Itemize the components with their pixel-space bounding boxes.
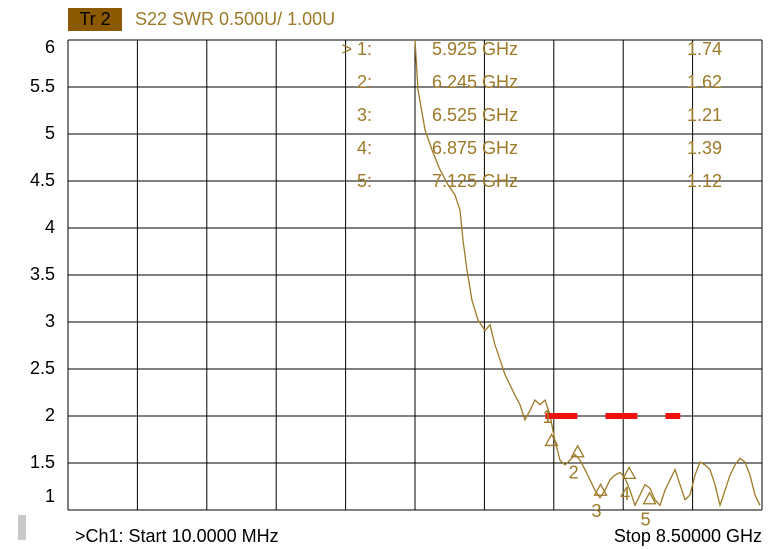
- marker-frequency: 7.125 GHz: [432, 171, 518, 191]
- y-tick-label: 1.5: [30, 452, 55, 472]
- y-tick-label: 4.5: [30, 170, 55, 190]
- marker-name: 4:: [357, 138, 372, 158]
- marker-triangle: [593, 482, 608, 496]
- marker-frequency: 6.875 GHz: [432, 138, 518, 158]
- y-tick-label: 3.5: [30, 264, 55, 284]
- marker-name: 5:: [357, 171, 372, 191]
- marker-triangle: [570, 444, 585, 458]
- y-tick-label: 3: [45, 311, 55, 331]
- stop-label: Stop 8.50000 GHz: [614, 526, 762, 546]
- marker-value: 1.39: [687, 138, 722, 158]
- marker-frequency: 6.245 GHz: [432, 72, 518, 92]
- marker-value: 1.12: [687, 171, 722, 191]
- marker-id: 5: [641, 509, 651, 529]
- chart-title: S22 SWR 0.500U/ 1.00U: [135, 9, 335, 29]
- trace-label: Tr 2: [79, 9, 110, 29]
- y-tick-label: 5: [45, 123, 55, 143]
- marker-id: 4: [620, 484, 630, 504]
- marker-triangle: [642, 491, 657, 505]
- marker-name: > 1:: [341, 39, 372, 59]
- marker-id: 2: [569, 462, 579, 482]
- marker-value: 1.74: [687, 39, 722, 59]
- y-tick-label: 4: [45, 217, 55, 237]
- marker-id: 3: [592, 501, 602, 521]
- y-tick-label: 2: [45, 405, 55, 425]
- side-bar: [18, 515, 26, 540]
- y-tick-label: 2.5: [30, 358, 55, 378]
- marker-value: 1.21: [687, 105, 722, 125]
- marker-name: 3:: [357, 105, 372, 125]
- marker-triangle: [544, 433, 559, 447]
- marker-triangle: [622, 465, 637, 479]
- marker-id: 1: [543, 407, 553, 427]
- start-label: >Ch1: Start 10.0000 MHz: [75, 526, 279, 546]
- marker-value: 1.62: [687, 72, 722, 92]
- y-tick-label: 5.5: [30, 76, 55, 96]
- trace-badge: [68, 8, 122, 31]
- y-tick-label: 1: [45, 486, 55, 506]
- trace: [414, 39, 761, 508]
- marker-frequency: 5.925 GHz: [432, 39, 518, 59]
- marker-name: 2:: [357, 72, 372, 92]
- marker-frequency: 6.525 GHz: [432, 105, 518, 125]
- y-tick-label: 6: [45, 37, 55, 57]
